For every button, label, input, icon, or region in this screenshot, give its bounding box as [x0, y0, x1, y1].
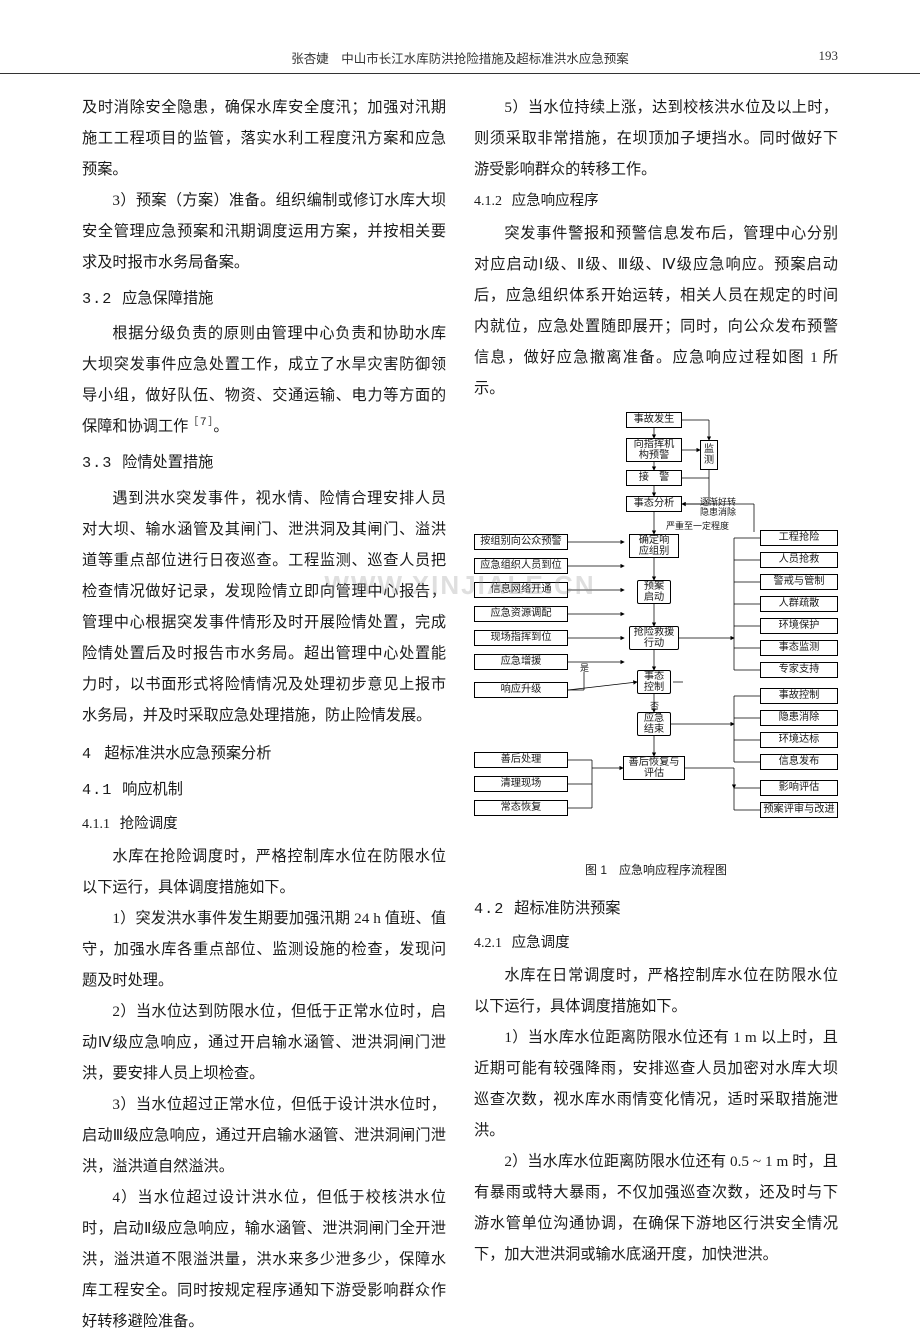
sectitle-3-3: 险情处置措施 [122, 454, 213, 471]
para-3-1d: 3）预案（方案）准备。组织编制或修订水库大坝安全管理应急预案和汛期调度运用方案，… [82, 185, 446, 278]
figure-1-caption: 图 1 应急响应程序流程图 [474, 858, 838, 882]
para-3-1c: 及时消除安全隐患，确保水库安全度汛；加强对汛期施工工程项目的监管，落实水利工程度… [82, 92, 446, 185]
flow-node-r_alert: 警戒与管制 [760, 574, 838, 590]
flow-edge-label-1: 严重至一定程度 [666, 522, 729, 532]
secnum-4-1-2: 4.1.2 [474, 194, 502, 209]
secnum-4-2-1: 4.2.1 [474, 936, 502, 951]
para-4-1-1c: 2）当水位达到防限水位，但低于正常水位时，启动Ⅳ级应急响应，通过开启输水涵管、泄… [82, 996, 446, 1089]
flow-node-n_control: 事态控制 [637, 670, 671, 694]
para-4-2-1a: 水库在日常调度时，严格控制库水位在防限水位以下运行，具体调度措施如下。 [474, 960, 838, 1022]
figure-1: 事故发生向指挥机构预警接 警事态分析确定响应组别预案启动抢险救援行动事态控制应急… [474, 412, 838, 882]
flow-node-l_net: 信息网络开通 [474, 582, 568, 598]
para-4-1-1a: 水库在抢险调度时，严格控制库水位在防限水位以下运行，具体调度措施如下。 [82, 841, 446, 903]
secnum-3-3: 3.3 [82, 454, 112, 472]
para-3-2: 根据分级负责的原则由管理中心负责和协助水库大坝突发事件应急处置工作，成立了水旱灾… [82, 318, 446, 442]
heading-4-1-1: 4.1.1 抢险调度 [82, 810, 446, 839]
heading-3-3: 3.3 险情处置措施 [82, 448, 446, 478]
flow-node-n_plan_start: 预案启动 [637, 580, 671, 604]
sectitle-4-2: 超标准防洪预案 [514, 900, 620, 917]
heading-4-2-1: 4.2.1 应急调度 [474, 929, 838, 958]
flow-node-n_analysis: 事态分析 [626, 496, 682, 512]
para-4-2-1b: 1）当水库水位距离防限水位还有 1 m 以上时，且近期可能有较强降雨，安排巡查人… [474, 1022, 838, 1146]
flow-node-n_event: 事故发生 [626, 412, 682, 428]
header-author-title: 张杏婕 中山市长江水库防洪抢险措施及超标准洪水应急预案 [82, 48, 838, 67]
flow-node-l_staff: 应急组织人员到位 [474, 558, 568, 574]
sectitle-4-1-2: 应急响应程序 [512, 193, 599, 209]
flow-node-b_post: 善后处理 [474, 752, 568, 768]
sectitle-4-1: 响应机制 [122, 781, 183, 798]
flow-node-n_monitor: 监测 [700, 440, 718, 470]
para-4-2-1c: 2）当水库水位距离防限水位还有 0.5 ~ 1 m 时，且有暴雨或特大暴雨，不仅… [474, 1146, 838, 1270]
flow-node-r_people: 人员抢救 [760, 552, 838, 568]
flow-node-n_restore: 善后恢复与评估 [623, 756, 685, 780]
sectitle-4-2-1: 应急调度 [512, 935, 570, 951]
flow-node-n_end: 应急结束 [637, 712, 671, 736]
flow-node-l_pub_warn: 按组别向公众预警 [474, 534, 568, 550]
para-4-1-1e: 4）当水位超过设计洪水位，但低于校核洪水位时，启动Ⅱ级应急响应，输水涵管、泄洪洞… [82, 1182, 446, 1337]
flow-edge-label-0: 逐渐好转隐患消除 [700, 498, 736, 518]
page-number: 193 [819, 48, 839, 64]
para-4-1-1f: 5）当水位持续上涨，达到校核洪水位及以上时，则须采取非常措施，在坝顶加子埂挡水。… [474, 92, 838, 185]
secnum-3-2: 3.2 [82, 290, 112, 308]
flow-node-r_mon: 事态监测 [760, 640, 838, 656]
para-3-2-body: 根据分级负责的原则由管理中心负责和协助水库大坝突发事件应急处置工作，成立了水旱灾… [82, 325, 446, 435]
heading-4-2: 4.2 超标准防洪预案 [474, 894, 838, 924]
flow-node-b_normal: 常态恢复 [474, 800, 568, 816]
para-4-1-1d: 3）当水位超过正常水位，但低于设计洪水位时，启动Ⅲ级应急响应，通过开启输水涵管、… [82, 1089, 446, 1182]
content-area: 及时消除安全隐患，确保水库安全度汛；加强对汛期施工工程项目的监管，落实水利工程度… [82, 92, 838, 1239]
sectitle-4-1-1: 抢险调度 [120, 816, 178, 832]
flow-node-b_clean: 清理现场 [474, 776, 568, 792]
flow-node-r_plan_rev: 预案评审与改进 [760, 802, 838, 818]
flow-node-n_confirm: 确定响应组别 [629, 534, 679, 558]
secnum-4: 4 [82, 745, 92, 763]
flow-node-l_cmd: 现场指挥到位 [474, 630, 568, 646]
flow-node-r_envstd: 环境达标 [760, 732, 838, 748]
secnum-4-1-1: 4.1.1 [82, 817, 110, 832]
flow-node-r_expert: 专家支持 [760, 662, 838, 678]
flow-node-n_warn_org: 向指挥机构预警 [626, 438, 682, 462]
para-3-2-end: 。 [213, 418, 228, 435]
secnum-4-2: 4.2 [474, 900, 504, 918]
flow-node-r_hidden: 隐患消除 [760, 710, 838, 726]
flow-node-r_info: 信息发布 [760, 754, 838, 770]
flow-node-l_res: 应急资源调配 [474, 606, 568, 622]
cite-7: ［７］ [188, 417, 213, 428]
secnum-4-1: 4.1 [82, 781, 112, 799]
flow-node-r_env: 环境保护 [760, 618, 838, 634]
heading-4-1: 4.1 响应机制 [82, 775, 446, 805]
para-4-1-1b: 1）突发洪水事件发生期要加强汛期 24 h 值班、值守，加强水库各重点部位、监测… [82, 903, 446, 996]
flow-edge-label-3: 否 [650, 702, 659, 712]
flow-node-n_rescue_action: 抢险救援行动 [629, 626, 679, 650]
flow-node-l_upgrade: 响应升级 [474, 682, 568, 698]
heading-4: 4 超标准洪水应急预案分析 [82, 739, 446, 769]
flow-node-r_ctrl: 事故控制 [760, 688, 838, 704]
page-header: 张杏婕 中山市长江水库防洪抢险措施及超标准洪水应急预案 193 [0, 48, 920, 74]
sectitle-3-2: 应急保障措施 [122, 290, 213, 307]
flow-node-r_eng: 工程抢险 [760, 530, 838, 546]
figure-1-flowchart: 事故发生向指挥机构预警接 警事态分析确定响应组别预案启动抢险救援行动事态控制应急… [474, 412, 844, 852]
sectitle-4: 超标准洪水应急预案分析 [104, 745, 271, 762]
flow-edge-label-2: 是 [580, 664, 589, 674]
para-3-3: 遇到洪水突发事件，视水情、险情合理安排人员对大坝、输水涵管及其闸门、泄洪洞及其闸… [82, 483, 446, 731]
flow-node-r_evac: 人群疏散 [760, 596, 838, 612]
heading-4-1-2: 4.1.2 应急响应程序 [474, 187, 838, 216]
flow-node-r_impact: 影响评估 [760, 780, 838, 796]
para-4-1-2a: 突发事件警报和预警信息发布后，管理中心分别对应启动Ⅰ级、Ⅱ级、Ⅲ级、Ⅳ级应急响应… [474, 218, 838, 404]
flow-node-n_receive: 接 警 [626, 470, 682, 486]
flow-node-l_reinforce: 应急增援 [474, 654, 568, 670]
heading-3-2: 3.2 应急保障措施 [82, 284, 446, 314]
